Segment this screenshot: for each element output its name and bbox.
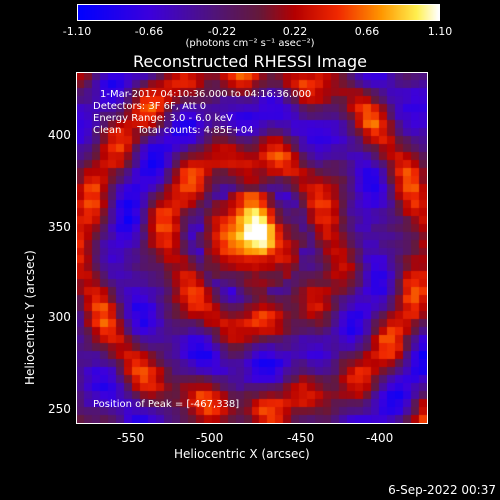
info-method: Clean Total counts: 4.85E+04 bbox=[93, 125, 254, 136]
x-tick-label: -450 bbox=[287, 431, 315, 445]
y-tick-label: 350 bbox=[48, 220, 71, 234]
y-tick-label: 400 bbox=[48, 128, 71, 142]
colorbar bbox=[77, 4, 440, 21]
y-tick-label: 300 bbox=[48, 310, 71, 324]
colorbar-tick: 1.10 bbox=[427, 25, 453, 38]
info-detectors: Detectors: 3F 6F, Att 0 bbox=[93, 101, 207, 112]
colorbar-units: (photons cm⁻² s⁻¹ asec⁻²) bbox=[185, 38, 315, 49]
rhessi-image bbox=[77, 73, 427, 423]
rhessi-image-plot bbox=[76, 72, 428, 424]
x-tick-label: -500 bbox=[196, 431, 224, 445]
colorbar-tick: 0.66 bbox=[354, 25, 380, 38]
colorbar-tick: -1.10 bbox=[62, 25, 92, 38]
colorbar-tick: 0.22 bbox=[282, 25, 308, 38]
x-axis-label: Heliocentric X (arcsec) bbox=[174, 447, 310, 461]
info-time-range: 1-Mar-2017 04:10:36.000 to 04:16:36.000 bbox=[100, 89, 312, 100]
colorbar-tick: -0.66 bbox=[134, 25, 164, 38]
timestamp: 6-Sep-2022 00:37 bbox=[388, 483, 496, 497]
x-tick-label: -400 bbox=[366, 431, 394, 445]
info-energy: Energy Range: 3.0 - 6.0 keV bbox=[93, 113, 233, 124]
x-tick-label: -550 bbox=[117, 431, 145, 445]
plot-title: Reconstructed RHESSI Image bbox=[133, 52, 367, 71]
y-tick-label: 250 bbox=[48, 402, 71, 416]
colorbar-tick: -0.22 bbox=[207, 25, 237, 38]
peak-position: Position of Peak = [-467,338] bbox=[93, 399, 240, 410]
y-axis-label: Heliocentric Y (arcsec) bbox=[23, 250, 37, 385]
